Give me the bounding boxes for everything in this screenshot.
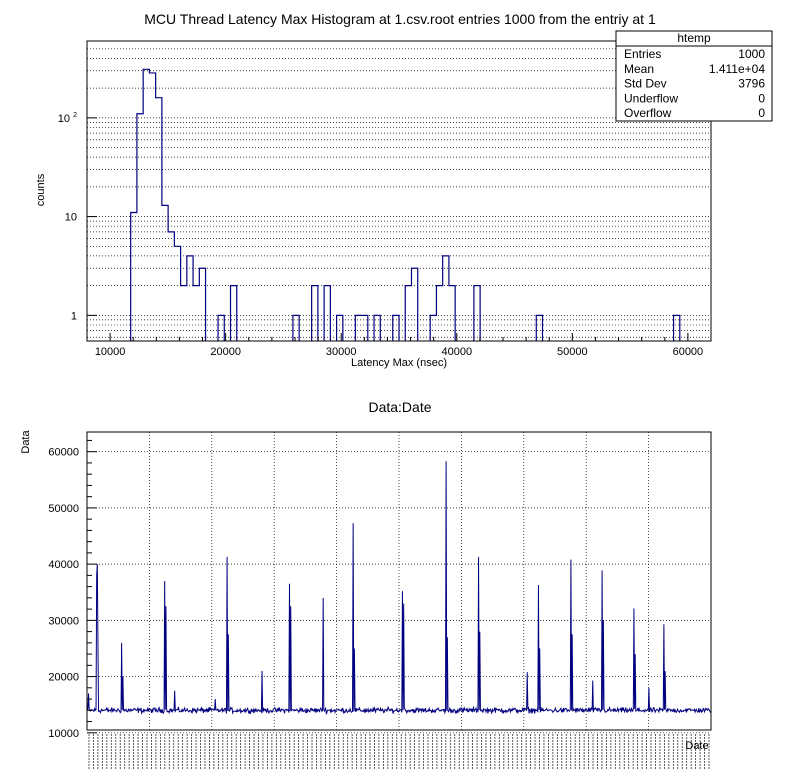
line-plot: 10000 20000 30000 40000 50000 60000 [48, 431, 712, 770]
histogram-bin [143, 69, 149, 341]
histogram-x-tick-label: 10000 [95, 346, 126, 358]
histogram-bin [436, 286, 442, 341]
histogram-bin [337, 315, 343, 341]
line-chart-title: Data:Date [368, 399, 431, 415]
histogram-bin [449, 286, 455, 341]
line-x-axis-label: Date [685, 740, 708, 752]
histogram-bin [393, 315, 399, 341]
histogram-bin [187, 256, 193, 341]
histogram-bin [312, 286, 318, 341]
histogram-y-tick-label: 10 [58, 113, 70, 125]
histogram-bin [411, 268, 417, 341]
line-y-tick-label: 10000 [48, 728, 79, 740]
histogram-bin [474, 286, 480, 341]
line-y-axis-label: Data [20, 430, 32, 454]
histogram-bin [218, 315, 224, 341]
stats-value: 0 [758, 106, 765, 120]
line-y-tick-label: 60000 [48, 447, 79, 459]
histogram-y-axis-label: counts [35, 173, 47, 206]
stats-value: 0 [758, 91, 765, 105]
histogram-x-tick-label: 60000 [673, 346, 704, 358]
histogram-x-tick-label: 30000 [326, 346, 357, 358]
histogram-bin [181, 286, 187, 341]
histogram-bin [443, 256, 449, 341]
histogram-bin [174, 246, 180, 341]
histogram-x-axis-label: Latency Max (nsec) [351, 357, 447, 369]
histogram-bin [355, 315, 361, 341]
line-y-tick-label: 30000 [48, 615, 79, 627]
histogram-bin [324, 286, 330, 341]
histogram-bin [231, 286, 237, 341]
histogram-outline [130, 68, 681, 341]
histogram-bin [405, 286, 411, 341]
histogram-y-tick-label: 10 [65, 212, 77, 224]
line-y-tick-label: 40000 [48, 559, 79, 571]
histogram-y-tick-exponent: 2 [73, 112, 77, 119]
stats-value: 1000 [738, 47, 765, 61]
histogram-title: MCU Thread Latency Max Histogram at 1.cs… [144, 11, 656, 27]
line-chart-frame [86, 431, 712, 731]
stats-label: Overflow [624, 106, 672, 120]
stats-label: Underflow [624, 91, 678, 105]
histogram-bin [131, 213, 137, 341]
stats-value: 3796 [738, 77, 765, 91]
stats-box-name: htemp [677, 31, 711, 45]
stats-label: Mean [624, 62, 654, 76]
histogram-bin [137, 114, 143, 341]
line-y-tick-label: 20000 [48, 672, 79, 684]
stats-label: Std Dev [624, 77, 667, 91]
stats-value: 1.411e+04 [709, 62, 765, 76]
histogram-bin [149, 73, 155, 341]
histogram-bin [193, 286, 199, 341]
histogram-bin [156, 98, 162, 341]
histogram-bin [374, 315, 380, 341]
stats-box: htemp Entries 1000 Mean 1.411e+04 Std Dev 379… [615, 30, 773, 122]
histogram-y-tick-label: 1 [71, 310, 77, 322]
histogram-bin [199, 268, 205, 341]
line-y-tick-label: 50000 [48, 503, 79, 515]
histogram-bin [168, 232, 174, 341]
data-series-line [86, 461, 712, 716]
histogram-bin [536, 315, 542, 341]
histogram-bin [674, 315, 680, 341]
histogram-frame [86, 40, 712, 342]
stats-label: Entries [624, 47, 661, 61]
histogram-bin [293, 315, 299, 341]
histogram-x-tick-label: 40000 [441, 346, 472, 358]
histogram-x-tick-label: 20000 [210, 346, 241, 358]
stats-rows: Entries 1000 Mean 1.411e+04 Std Dev 3796 Under… [624, 47, 765, 120]
histogram-bin [162, 205, 168, 341]
histogram-x-tick-label: 50000 [557, 346, 588, 358]
